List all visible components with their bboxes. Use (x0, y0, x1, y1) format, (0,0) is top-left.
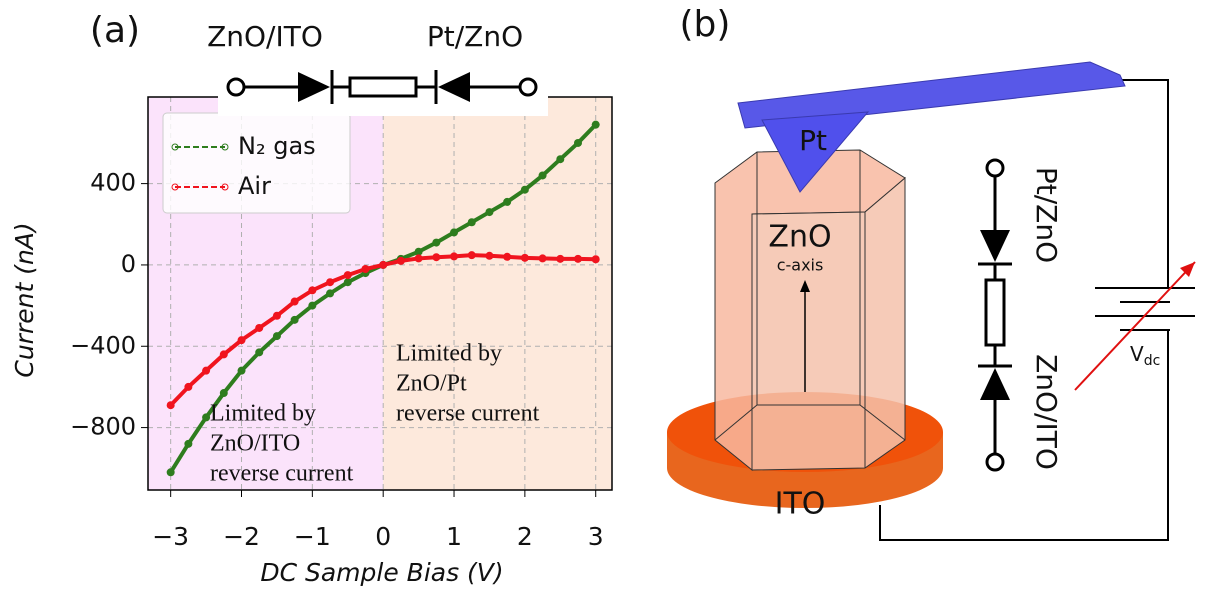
data-point (166, 401, 175, 410)
annotation: reverse current (210, 461, 354, 487)
data-point (308, 286, 317, 295)
x-tick-label: 2 (517, 522, 533, 551)
data-point (237, 366, 246, 375)
annotation: ZnO/ITO (210, 431, 300, 457)
data-point (450, 252, 459, 261)
circuit-label: ZnO/ITO (1030, 354, 1063, 470)
plot-area: −800 −400 0 400 −3 −2 −1 0 1 2 3 N₂ gas Air (70, 96, 613, 551)
data-point (556, 254, 565, 263)
x-tick-label: 1 (446, 522, 462, 551)
data-point (326, 289, 335, 298)
data-point (219, 389, 228, 398)
data-point (272, 332, 281, 341)
data-point (202, 366, 211, 375)
data-point (184, 382, 193, 391)
data-point (414, 247, 423, 256)
annotation: ZnO/Pt (396, 371, 467, 397)
legend-marker (221, 143, 229, 151)
data-point (343, 271, 352, 280)
legend-marker (221, 183, 229, 191)
annotation: Limited by (396, 341, 502, 367)
x-tick-label: 0 (375, 522, 391, 551)
data-point (361, 265, 370, 274)
data-point (255, 348, 264, 357)
legend-label: N₂ gas (238, 132, 316, 160)
data-point (467, 218, 476, 227)
substrate-label: ITO (775, 487, 826, 522)
afm-setup (667, 61, 1196, 541)
x-tick-label: −1 (294, 522, 331, 551)
data-point (414, 254, 423, 263)
data-point (450, 228, 459, 237)
data-point (573, 138, 582, 147)
y-tick-label: 0 (121, 250, 136, 278)
panel-label: (a) (90, 10, 140, 51)
data-point (237, 336, 246, 345)
crystal-label: ZnO (768, 220, 831, 255)
x-tick-label: 3 (588, 522, 604, 551)
annotation: reverse current (396, 401, 540, 427)
y-tick-label: −400 (70, 331, 136, 359)
x-tick-label: −2 (223, 522, 260, 551)
data-point (202, 413, 211, 422)
data-point (166, 468, 175, 477)
data-point (520, 253, 529, 262)
data-point (326, 278, 335, 287)
data-point (308, 301, 317, 310)
y-tick-label: −800 (70, 413, 136, 441)
legend-marker (171, 143, 179, 151)
data-point (396, 256, 405, 265)
x-tick-label: −3 (152, 522, 189, 551)
y-axis-label: Current (nA) (10, 222, 39, 377)
data-point (573, 254, 582, 263)
data-point (556, 155, 565, 164)
data-point (290, 315, 299, 324)
data-point (343, 278, 352, 287)
circuit-label: Pt/ZnO (427, 20, 523, 53)
data-point (467, 251, 476, 260)
data-point (432, 253, 441, 262)
data-point (591, 120, 600, 129)
annotation: Limited by (210, 401, 316, 427)
data-point (520, 185, 529, 194)
data-point (272, 311, 281, 320)
data-point (503, 252, 512, 261)
data-point (503, 197, 512, 206)
data-point (379, 260, 388, 269)
tip-label: Pt (799, 124, 827, 157)
data-point (184, 439, 193, 448)
y-tick-label: 400 (90, 169, 136, 197)
voltage-label: Vdc (1130, 342, 1160, 370)
circuit-label: ZnO/ITO (207, 20, 323, 53)
data-point (255, 323, 264, 332)
data-point (485, 208, 494, 217)
x-axis-label: DC Sample Bias (V) (260, 558, 503, 587)
data-point (591, 255, 600, 264)
axis-label: c-axis (777, 256, 824, 275)
data-point (485, 251, 494, 260)
data-point (538, 171, 547, 180)
data-point (219, 350, 228, 359)
data-point (538, 254, 547, 263)
region (383, 97, 612, 490)
legend-label: Air (238, 172, 271, 200)
circuit-symbol (218, 58, 548, 116)
data-point (432, 238, 441, 247)
data-point (290, 297, 299, 306)
legend-marker (171, 183, 179, 191)
circuit-label: Pt/ZnO (1030, 167, 1063, 263)
panel-label: (b) (680, 4, 731, 45)
